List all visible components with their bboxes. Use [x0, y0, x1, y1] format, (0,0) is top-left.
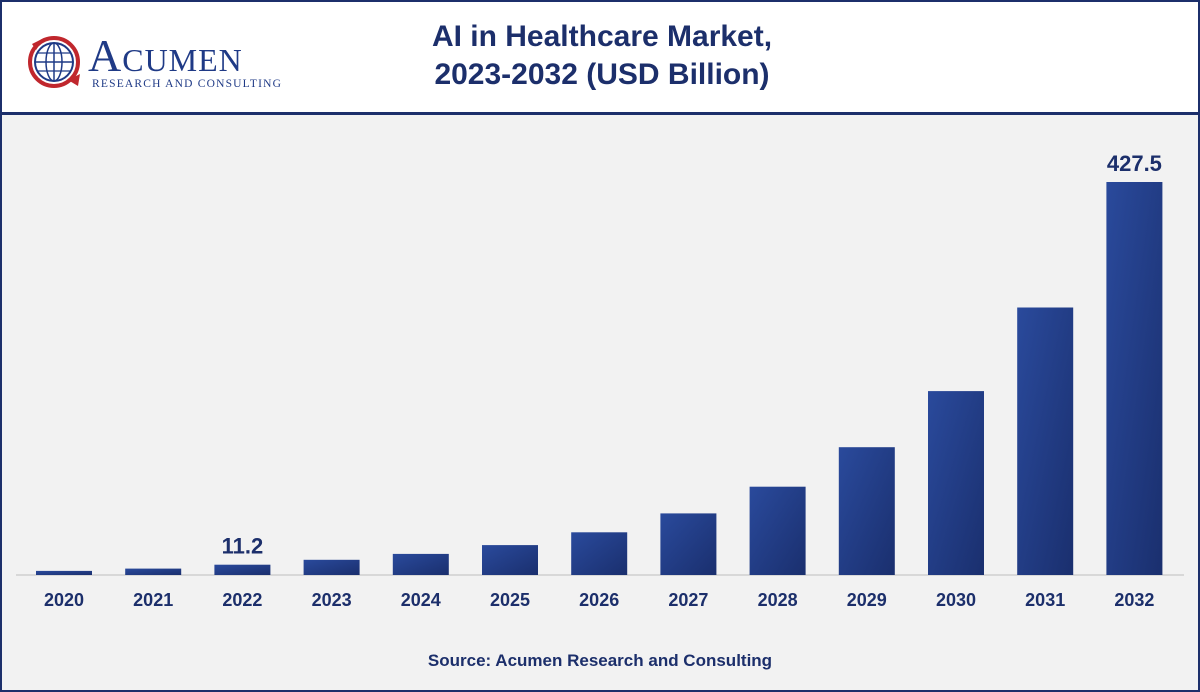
x-tick-label-2026: 2026 — [579, 590, 619, 610]
bar-2028 — [749, 486, 806, 575]
logo-tagline: RESEARCH AND CONSULTING — [92, 78, 283, 90]
bar-2031 — [1017, 307, 1074, 575]
x-tick-label-2022: 2022 — [222, 590, 262, 610]
x-tick-label-2031: 2031 — [1025, 590, 1065, 610]
bar-2027 — [660, 513, 717, 575]
bar-2023 — [303, 559, 360, 575]
x-tick-label-2030: 2030 — [936, 590, 976, 610]
bar-2020 — [36, 570, 92, 575]
chart-title: AI in Healthcare Market, 2023-2032 (USD … — [322, 18, 882, 94]
bar-2030 — [928, 391, 984, 575]
x-tick-label-2021: 2021 — [133, 590, 173, 610]
x-tick-label-2032: 2032 — [1114, 590, 1154, 610]
bar-2021 — [125, 568, 182, 575]
chart-title-line-1: AI in Healthcare Market, — [431, 20, 773, 53]
x-tick-label-2023: 2023 — [312, 590, 352, 610]
bar-2026 — [571, 532, 628, 575]
company-logo: Acumen RESEARCH AND CONSULTING — [24, 30, 284, 96]
logo-name: Acumen — [88, 30, 243, 81]
x-tick-label-2020: 2020 — [44, 590, 84, 610]
chart-title-line-2: 2023-2032 (USD Billion) — [434, 58, 770, 91]
bar-2032 — [1106, 182, 1163, 575]
x-tick-label-2028: 2028 — [758, 590, 798, 610]
data-label-2032: 427.5 — [1107, 151, 1162, 176]
bar-2022 — [214, 564, 271, 575]
x-tick-label-2029: 2029 — [847, 590, 887, 610]
bar-2029 — [838, 447, 895, 575]
x-tick-label-2025: 2025 — [490, 590, 530, 610]
bar-chart: 2020 2021 2022 11.2 2023 2024 2025 2026 2027 2028… — [16, 151, 1184, 610]
bar-2024 — [392, 553, 449, 575]
bar-2025 — [482, 545, 538, 575]
source-note: Source: Acumen Research and Consulting — [427, 651, 773, 670]
chart-panel: 2020 2021 2022 11.2 2023 2024 2025 2026 2027 2028… — [2, 115, 1198, 690]
header: Acumen RESEARCH AND CONSULTING AI in Hea… — [2, 2, 1198, 115]
x-tick-label-2024: 2024 — [401, 590, 441, 610]
globe-logo-icon — [28, 36, 80, 88]
data-label-2022: 11.2 — [222, 534, 264, 559]
x-tick-label-2027: 2027 — [668, 590, 708, 610]
